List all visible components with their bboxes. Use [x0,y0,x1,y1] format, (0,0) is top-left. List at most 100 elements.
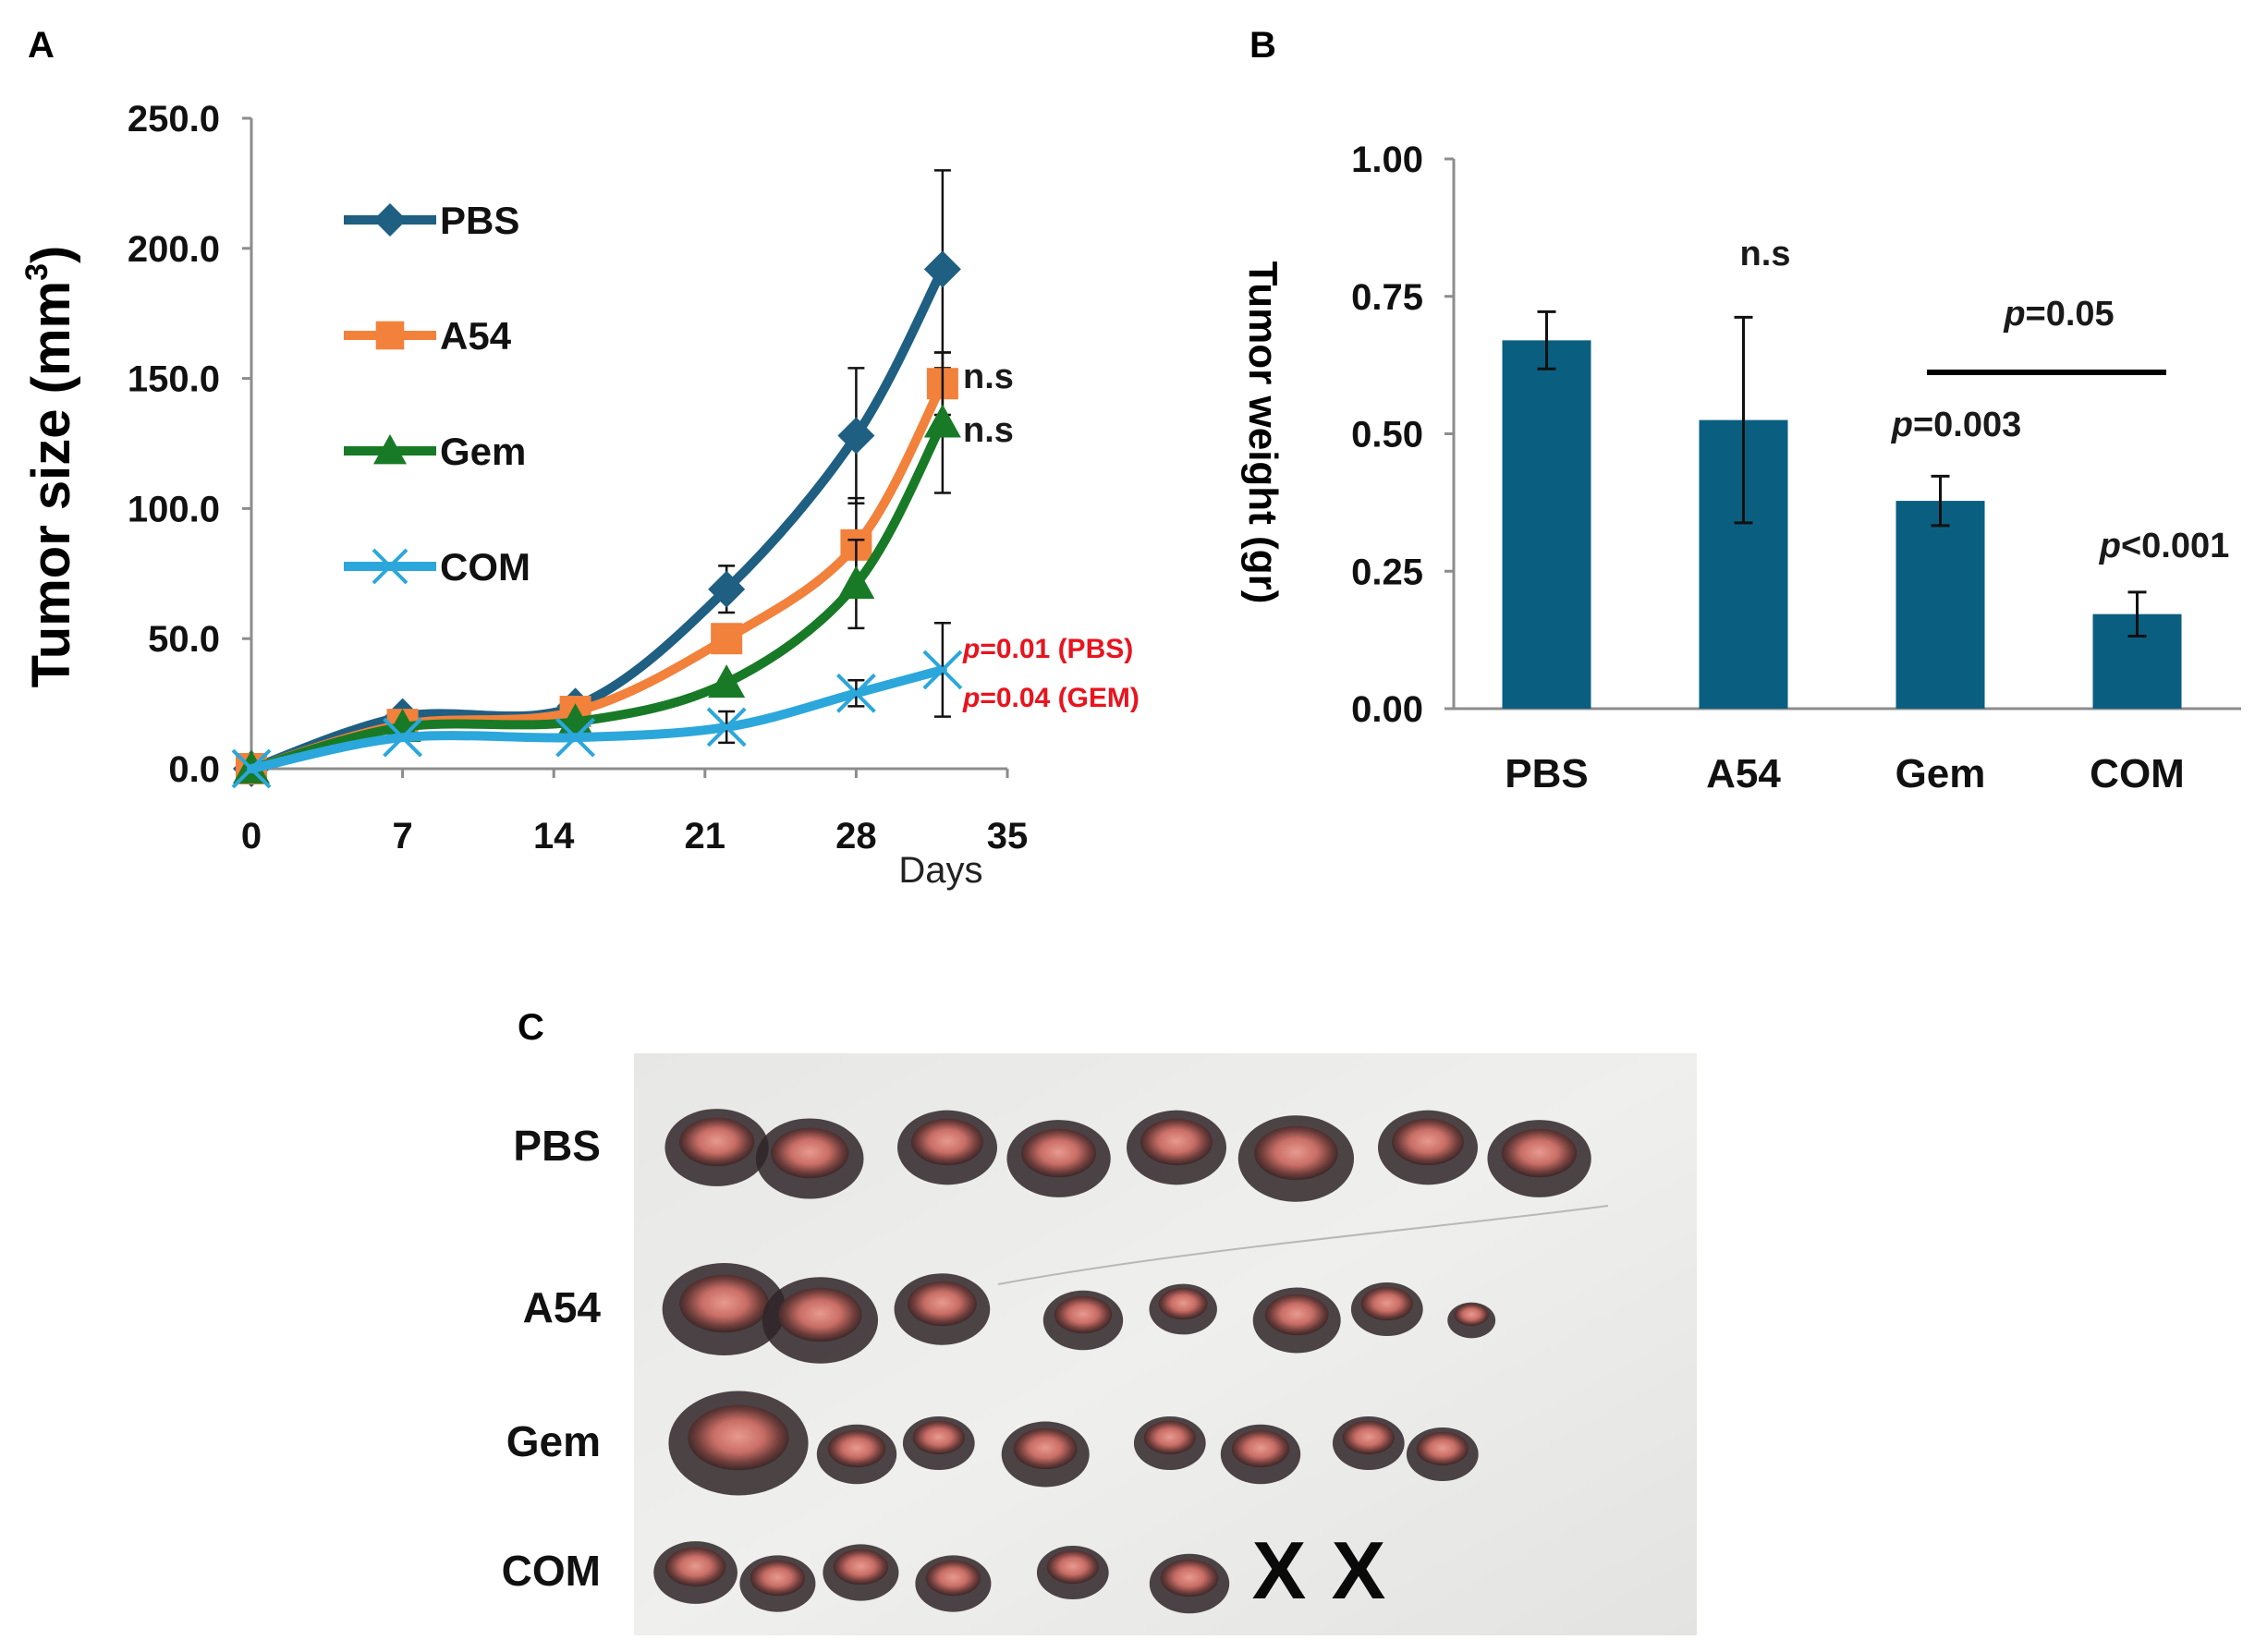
bar-annotation-a54: n.s [1740,235,1791,273]
y-tick-label: 0.25 [1351,552,1423,592]
tumor-sample [915,1555,992,1612]
tumor-tissue [1416,1431,1469,1466]
y-tick-label: 0.50 [1351,415,1423,456]
tumor-tissue [912,1420,965,1455]
point-pbs [708,570,746,608]
panel-b: B Tumor weight (gr) 0.00 0.25 0.50 0.75 1.00… [1240,25,2241,796]
annotation-a54-ns: n.s [963,358,1014,396]
tumor-tissue [1046,1549,1099,1585]
tumor-sample [897,1110,997,1185]
missing-sample-mark-2: X [1332,1524,1386,1616]
y-tick-label: 200.0 [128,229,220,270]
marker-stroke [706,707,747,747]
point-com [231,748,272,789]
line-chart-y-axis-label: Tumor size (mm3) [19,246,81,688]
legend-label: COM [440,545,530,589]
tumor-tissue [1054,1295,1113,1334]
photo-row-label: COM [502,1547,601,1595]
point-com [835,673,876,713]
x-tick-label: 21 [685,816,726,856]
tumor-tissue [1143,1420,1196,1455]
bar-category-label: Gem [1895,751,1986,796]
tumor-tissue [778,1287,862,1342]
tumor-sample [1350,1282,1423,1337]
panel-label-b: B [1249,25,1276,66]
tumor-sample [664,1109,769,1186]
y-tick-label: 150.0 [128,359,220,400]
legend-item-com: COM [344,545,530,589]
tumor-sample [894,1273,991,1345]
tumor-tissue [1360,1286,1413,1321]
bar-chart-y-ticks: 0.00 0.25 0.50 0.75 1.00 [1351,140,1454,730]
tumor-tissue [1160,1559,1219,1597]
legend-label: A54 [440,314,512,358]
tumor-sample [1378,1110,1478,1185]
legend-marker [375,321,405,350]
x-tick-label: 28 [835,816,877,856]
tumor-tissue [679,1274,769,1333]
line-chart-x-axis-label: Days [898,850,982,891]
bar-annotation-com: p<0.001 [2099,527,2230,565]
tumor-tissue [664,1547,726,1587]
x-tick-label: 35 [987,816,1029,856]
x-tick-label: 0 [241,816,262,856]
marker-stroke [372,548,408,585]
tumor-sample [1487,1120,1591,1197]
tumor-tissue [1158,1287,1208,1320]
tumor-tissue [688,1404,789,1471]
series-com [231,622,963,789]
tumor-tissue [907,1281,977,1327]
tumor-sample [1220,1424,1301,1485]
tumor-tissue [827,1429,886,1468]
marker-stroke [383,717,423,758]
bar-pbs [1502,310,1591,709]
series-line-gem [247,418,947,773]
tumor-sample [755,1118,864,1199]
y-tick-label: 0.0 [168,749,220,790]
point-com [555,717,595,758]
tumor-sample [762,1277,879,1364]
bar-chart-bars [1502,310,2182,709]
line-chart-x-ticks: 0 7 14 21 28 35 [241,769,1028,856]
point-a54 [711,623,743,655]
y-tick-label: 250.0 [128,99,220,140]
legend-item-gem: Gem [344,430,526,473]
missing-sample-mark-1: X [1252,1524,1307,1616]
photo-row-label: Gem [506,1417,601,1465]
y-tick-label: 1.00 [1351,140,1423,180]
tumor-tissue [1140,1118,1213,1166]
y-tick-label: 0.00 [1351,689,1423,730]
tumor-tissue [833,1549,889,1585]
y-tick-label: 0.75 [1351,277,1423,318]
photo-row-label: A54 [523,1283,602,1331]
tumor-sample [662,1263,786,1355]
tumor-tissue [750,1560,806,1597]
tumor-tissue [1021,1128,1097,1178]
x-tick-label: 14 [533,816,575,856]
bar-chart-category-labels: PBS A54 Gem COM [1505,751,2185,796]
tumor-tissue [1264,1294,1329,1336]
panel-label-c: C [518,1007,544,1048]
point-com [922,650,963,690]
tumor-sample [1133,1415,1206,1471]
bar-a54 [1699,315,1788,709]
tumor-sample [1406,1427,1479,1482]
bar-rect [1895,501,1985,709]
tumor-sample [1042,1290,1124,1351]
bar-com [2092,590,2182,709]
tumor-sample [1001,1421,1090,1488]
legend-marker [373,203,407,237]
line-chart-y-ticks: 0.0 50.0 100.0 150.0 200.0 250.0 [128,99,251,790]
tumor-sample [816,1424,897,1485]
bar-category-label: A54 [1706,751,1781,796]
tumor-photo-row-labels: PBS A54 Gem COM [502,1122,602,1595]
tumor-sample [823,1544,899,1601]
legend-item-pbs: PBS [344,199,519,242]
legend-marker [373,434,407,465]
point-gem [923,404,961,438]
tumor-sample [739,1555,816,1612]
paper-crease [997,1205,1609,1285]
tumor-sample [1149,1283,1217,1335]
tumor-tissue [1254,1125,1338,1181]
annotation-com-vs-gem: p=0.04 (GEM) [962,683,1140,713]
